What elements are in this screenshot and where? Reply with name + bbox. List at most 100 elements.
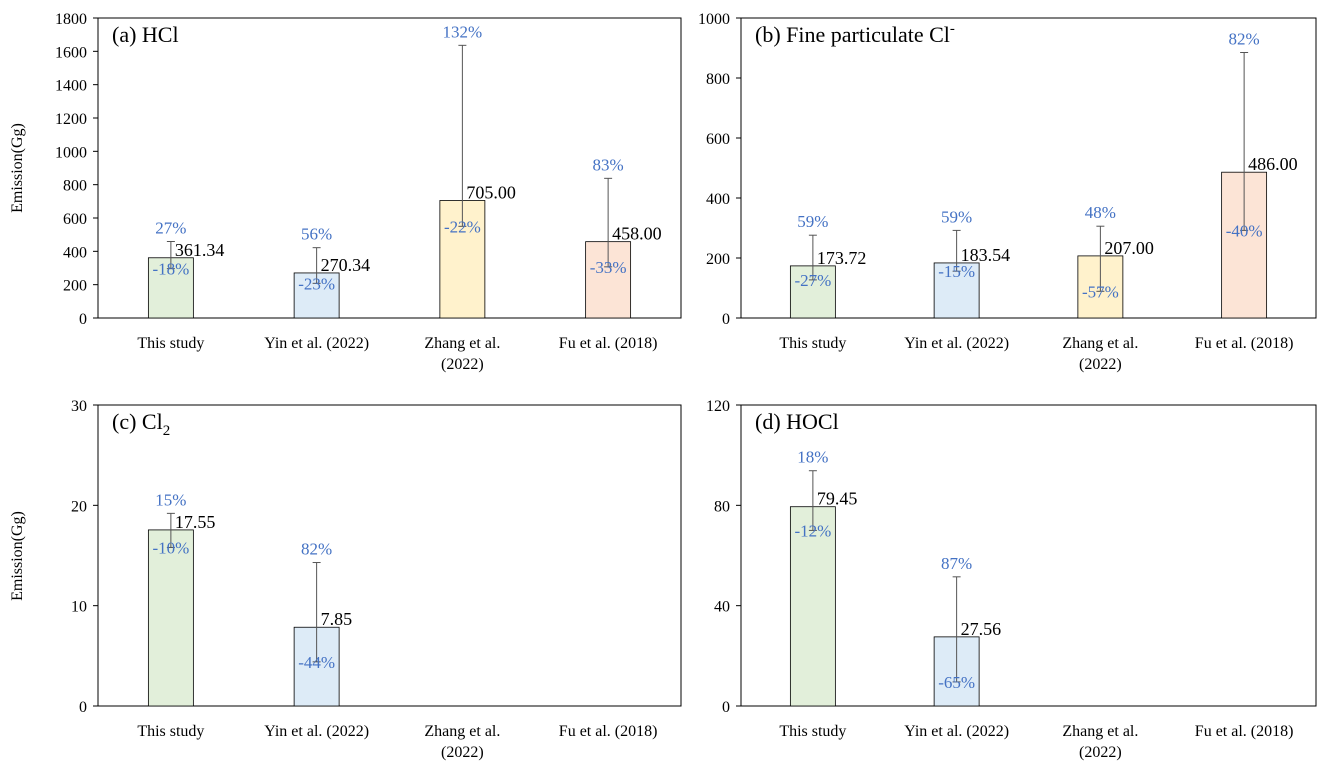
lower-percent-label: -12% (794, 521, 831, 540)
data-label: 361.34 (175, 240, 225, 260)
lower-percent-label: -10% (152, 538, 189, 557)
data-label: 183.54 (961, 245, 1011, 265)
y-tick-label: 40 (714, 599, 730, 616)
y-tick-label: 20 (71, 498, 87, 515)
upper-percent-label: 59% (797, 212, 828, 231)
y-tick-label: 1400 (55, 78, 87, 95)
x-category-label: (2022) (441, 744, 484, 761)
chart-panel-3: 0 10 20 30 Emission(Gg) (c) Cl2 This study 17.5… (9, 398, 682, 761)
y-tick-label: 1800 (55, 11, 87, 28)
bar[interactable] (147, 529, 194, 707)
x-category-label: Fu et al. (2018) (1195, 335, 1294, 352)
y-tick-label: 600 (63, 211, 87, 228)
chart-panel-1: 0 200 400 600 800 1000 1200 1400 1600 1800 Emissio… (9, 11, 682, 373)
y-tick-label: 120 (706, 398, 730, 415)
bar[interactable] (293, 272, 340, 319)
panel-title-text: (c) Cl (112, 409, 163, 434)
data-label: 7.85 (321, 609, 353, 629)
y-tick-label: 0 (722, 311, 730, 328)
bar[interactable] (933, 262, 980, 319)
plot-frame (740, 17, 1317, 319)
upper-percent-label: 56% (301, 225, 332, 244)
upper-percent-label: 82% (1229, 30, 1260, 49)
y-tick-label: 0 (722, 699, 730, 716)
x-category-label: Fu et al. (2018) (1195, 723, 1294, 740)
x-category-label: Zhang et al. (1062, 723, 1138, 740)
lower-percent-label: -33% (590, 258, 627, 277)
y-tick-label: 800 (706, 71, 730, 88)
y-tick-label: 80 (714, 498, 730, 515)
x-category-label: Fu et al. (2018) (559, 335, 658, 352)
y-tick-label: 800 (63, 178, 87, 195)
panel-title-text: (b) Fine particulate Cl (755, 22, 950, 47)
data-label: 458.00 (612, 224, 662, 244)
y-tick-label: 1200 (55, 111, 87, 128)
lower-percent-label: -27% (794, 271, 831, 290)
chart-panel-4: 0 40 80 120 (d) HOCl This study 79.45 18% -12% Yi… (706, 398, 1317, 761)
chart-panel-2: 0 200 400 600 800 1000 (b) Fine particulate Cl… (698, 11, 1317, 373)
data-label: 705.00 (466, 183, 516, 203)
y-tick-label: 0 (79, 311, 87, 328)
plot-frame (740, 404, 1317, 707)
lower-percent-label: -15% (938, 262, 975, 281)
lower-percent-label: -65% (938, 673, 975, 692)
y-axis-label: Emission(Gg) (9, 123, 26, 213)
data-label: 173.72 (817, 248, 867, 268)
y-tick-label: 400 (63, 244, 87, 261)
data-label: 17.55 (175, 512, 216, 532)
upper-percent-label: 48% (1085, 203, 1116, 222)
bar[interactable] (789, 506, 836, 707)
y-tick-label: 200 (706, 251, 730, 268)
x-category-label: Zhang et al. (424, 723, 500, 740)
x-category-label: (2022) (1079, 744, 1122, 761)
upper-percent-label: 87% (941, 554, 972, 573)
lower-percent-label: -23% (298, 274, 335, 293)
lower-percent-label: -22% (444, 217, 481, 236)
lower-percent-label: -57% (1082, 282, 1119, 301)
x-category-label: Yin et al. (2022) (264, 335, 369, 352)
x-category-label: Zhang et al. (424, 335, 500, 352)
panel-title: (c) Cl2 (112, 409, 170, 439)
x-category-label: Yin et al. (2022) (264, 723, 369, 740)
y-tick-label: 400 (706, 191, 730, 208)
y-tick-label: 1000 (55, 144, 87, 161)
panel-title: (d) HOCl (755, 409, 839, 434)
panel-title: (b) Fine particulate Cl- (755, 21, 955, 47)
upper-percent-label: 18% (797, 448, 828, 467)
x-category-label: This study (779, 723, 846, 740)
y-tick-label: 1000 (698, 11, 730, 28)
x-category-label: This study (137, 723, 204, 740)
panel-title: (a) HCl (112, 22, 179, 47)
upper-percent-label: 59% (941, 207, 972, 226)
x-category-label: (2022) (441, 356, 484, 373)
data-label: 27.56 (961, 619, 1002, 639)
data-label: 79.45 (817, 489, 858, 509)
x-category-label: Yin et al. (2022) (904, 335, 1009, 352)
lower-percent-label: -44% (298, 653, 335, 672)
upper-percent-label: 83% (593, 155, 624, 174)
x-category-label: Zhang et al. (1062, 335, 1138, 352)
x-category-label: This study (137, 335, 204, 352)
lower-percent-label: -40% (1226, 221, 1263, 240)
x-category-label: Yin et al. (2022) (904, 723, 1009, 740)
lower-percent-label: -18% (152, 260, 189, 279)
data-label: 270.34 (321, 255, 371, 275)
plot-frame (97, 17, 682, 319)
x-category-label: This study (779, 335, 846, 352)
upper-percent-label: 82% (301, 540, 332, 559)
panel-title-subscript: 2 (163, 423, 171, 439)
y-tick-label: 1600 (55, 44, 87, 61)
y-tick-label: 200 (63, 278, 87, 295)
upper-percent-label: 27% (155, 219, 186, 238)
panel-title-superscript: - (950, 21, 955, 37)
y-tick-label: 0 (79, 699, 87, 716)
x-category-label: Fu et al. (2018) (559, 723, 658, 740)
y-tick-label: 10 (71, 599, 87, 616)
y-tick-label: 600 (706, 131, 730, 148)
panel-title-text: (d) HOCl (755, 409, 839, 434)
x-category-label: (2022) (1079, 356, 1122, 373)
data-label: 486.00 (1248, 154, 1298, 174)
upper-percent-label: 15% (155, 490, 186, 509)
y-tick-label: 30 (71, 398, 87, 415)
